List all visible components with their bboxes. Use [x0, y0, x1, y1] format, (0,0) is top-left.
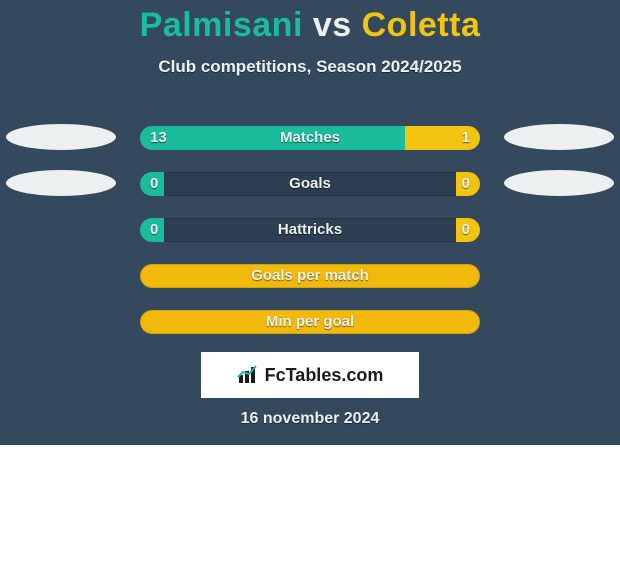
source-logo: FcTables.com — [201, 352, 419, 398]
stat-bar: 0 0Goals — [140, 172, 480, 196]
player2-name: Coletta — [362, 6, 481, 44]
player2-value: 0 — [452, 172, 480, 196]
stat-bar: Goals per match — [140, 264, 480, 288]
chart-icon — [237, 365, 259, 385]
stat-bar: 0 0Hattricks — [140, 218, 480, 242]
player2-value: 1 — [452, 126, 480, 150]
stat-row: Goals per match — [0, 256, 620, 302]
player1-fill — [140, 126, 405, 150]
stat-label: Hattricks — [140, 218, 480, 242]
stat-row: Min per goal — [0, 302, 620, 348]
stat-label: Min per goal — [140, 310, 480, 334]
player1-name: Palmisani — [140, 6, 303, 44]
player1-marker — [6, 170, 116, 196]
player1-marker — [6, 124, 116, 150]
page-title: Palmisani vs Coletta — [0, 0, 620, 45]
subtitle: Club competitions, Season 2024/2025 — [0, 57, 620, 77]
stat-label: Goals — [140, 172, 480, 196]
player1-value: 0 — [140, 172, 168, 196]
stat-row: 0 0Goals — [0, 164, 620, 210]
stat-bar: Min per goal — [140, 310, 480, 334]
logo-text: FcTables.com — [265, 365, 384, 386]
vs-separator: vs — [313, 6, 352, 44]
player2-value: 0 — [452, 218, 480, 242]
player1-value: 0 — [140, 218, 168, 242]
stats-stage: 131Matches00Goals00HattricksGoals per ma… — [0, 118, 620, 348]
player2-marker — [504, 124, 614, 150]
comparison-panel: Palmisani vs Coletta Club competitions, … — [0, 0, 620, 445]
stat-label: Goals per match — [140, 264, 480, 288]
snapshot-date: 16 november 2024 — [0, 410, 620, 428]
player1-value: 13 — [140, 126, 177, 150]
stat-row: 0 0Hattricks — [0, 210, 620, 256]
stat-bar: 131Matches — [140, 126, 480, 150]
stat-row: 131Matches — [0, 118, 620, 164]
player2-marker — [504, 170, 614, 196]
